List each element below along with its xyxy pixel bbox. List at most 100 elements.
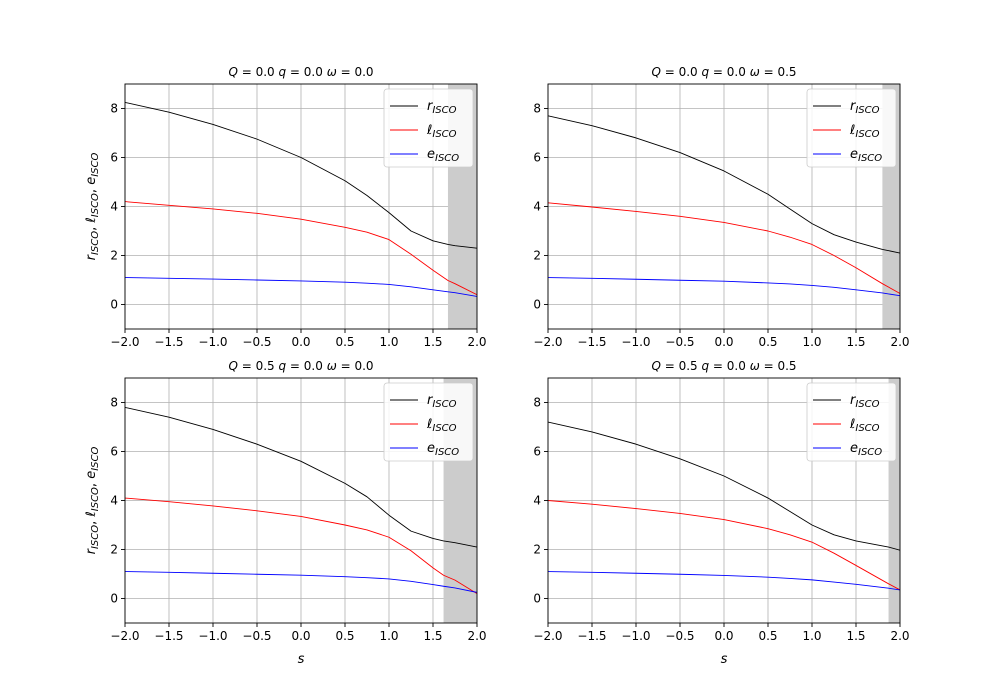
legend-entry: eISCO <box>427 441 459 458</box>
x-tick-label: 2.0 <box>890 629 909 643</box>
x-tick-label: −1.5 <box>154 335 183 349</box>
x-tick-label: 1.5 <box>846 335 865 349</box>
series-line-e-isco <box>125 277 477 297</box>
x-tick-label: 1.0 <box>379 335 398 349</box>
subplot-title: Q = 0.5 q = 0.0 ω = 0.5 <box>651 359 796 373</box>
x-axis-label: s <box>298 652 305 667</box>
excluded-region <box>888 378 900 623</box>
y-tick-label: 6 <box>110 151 118 165</box>
x-tick-label: −1.5 <box>577 629 606 643</box>
x-tick-label: 1.0 <box>802 629 821 643</box>
x-tick-label: 1.5 <box>423 335 442 349</box>
x-axis-label: s <box>721 652 728 667</box>
x-tick-label: 0.5 <box>335 335 354 349</box>
x-tick-label: −0.5 <box>242 629 271 643</box>
series-line-r-isco <box>125 101 477 249</box>
x-tick-label: −0.5 <box>665 335 694 349</box>
x-tick-label: 0.0 <box>291 629 310 643</box>
legend-box <box>806 88 897 168</box>
y-tick-label: 8 <box>533 102 541 116</box>
subplot-title: Q = 0.0 q = 0.0 ω = 0.0 <box>228 65 373 79</box>
series-line-r-isco <box>548 421 900 551</box>
series-line-r-isco <box>125 406 477 548</box>
x-tick-label: −1.0 <box>198 335 227 349</box>
legend-entry: rISCO <box>850 393 880 410</box>
series-line-l-isco <box>548 202 900 294</box>
x-tick-label: 0.0 <box>714 629 733 643</box>
x-tick-label: −0.5 <box>242 335 271 349</box>
subplot-4: −2.0 −1.5 −1.0 −0.5 0.0 0.5 1.0 1.5 2.0 0 2 4 6 8 Q = … <box>533 359 909 667</box>
x-tick-label: −1.0 <box>198 629 227 643</box>
legend-box <box>383 88 474 168</box>
legend: rISCO ℓISCO eISCO <box>806 88 897 168</box>
series-line-l-isco <box>125 497 477 594</box>
y-tick-label: 6 <box>533 445 541 459</box>
legend-entry: ℓISCO <box>426 123 457 140</box>
x-tick-label: 1.0 <box>379 629 398 643</box>
series-line-r-isco <box>548 115 900 254</box>
subplot-1: −2.0 −1.5 −1.0 −0.5 0.0 0.5 1.0 1.5 2.0 0 2 4 6 8 Q = … <box>84 65 487 349</box>
y-tick-label: 0 <box>110 592 118 606</box>
x-tick-label: 1.5 <box>423 629 442 643</box>
y-tick-label: 8 <box>110 396 118 410</box>
y-tick-label: 2 <box>110 249 118 263</box>
legend: rISCO ℓISCO eISCO <box>806 382 897 462</box>
x-tick-label: 2.0 <box>467 335 486 349</box>
x-tick-label: 1.0 <box>802 335 821 349</box>
subplot-3: −2.0 −1.5 −1.0 −0.5 0.0 0.5 1.0 1.5 2.0 0 2 4 6 8 Q = … <box>84 359 487 667</box>
subplot-title: Q = 0.0 q = 0.0 ω = 0.5 <box>651 65 796 79</box>
x-tick-label: 0.5 <box>335 629 354 643</box>
y-tick-label: 4 <box>533 200 541 214</box>
x-tick-label: −2.0 <box>110 629 139 643</box>
y-axis-label: rISCO, ℓISCO, eISCO <box>84 153 101 261</box>
y-tick-label: 4 <box>110 200 118 214</box>
legend-entry: rISCO <box>850 99 880 116</box>
x-tick-label: −2.0 <box>533 335 562 349</box>
y-tick-label: 0 <box>533 298 541 312</box>
series-line-l-isco <box>548 500 900 591</box>
x-tick-label: 0.0 <box>714 335 733 349</box>
series-line-l-isco <box>125 201 477 296</box>
series-line-e-isco <box>125 571 477 593</box>
legend-entry: ℓISCO <box>849 417 880 434</box>
y-tick-label: 4 <box>533 494 541 508</box>
x-tick-label: 2.0 <box>890 335 909 349</box>
x-tick-label: 2.0 <box>467 629 486 643</box>
legend-box <box>383 382 474 462</box>
legend-entry: eISCO <box>427 147 459 164</box>
legend: rISCO ℓISCO eISCO <box>383 88 474 168</box>
series-line-e-isco <box>548 571 900 591</box>
y-tick-label: 0 <box>110 298 118 312</box>
legend-entry: rISCO <box>427 393 457 410</box>
y-axis-label: rISCO, ℓISCO, eISCO <box>84 447 101 555</box>
y-tick-label: 8 <box>110 102 118 116</box>
x-tick-label: 0.5 <box>758 335 777 349</box>
subplot-2: −2.0 −1.5 −1.0 −0.5 0.0 0.5 1.0 1.5 2.0 0 2 4 6 8 Q = … <box>533 65 909 349</box>
x-tick-label: −1.5 <box>577 335 606 349</box>
x-tick-label: −1.5 <box>154 629 183 643</box>
legend: rISCO ℓISCO eISCO <box>383 382 474 462</box>
x-tick-label: −1.0 <box>621 335 650 349</box>
legend-entry: ℓISCO <box>849 123 880 140</box>
y-tick-label: 2 <box>533 543 541 557</box>
y-tick-label: 0 <box>533 592 541 606</box>
x-tick-label: 1.5 <box>846 629 865 643</box>
y-tick-label: 6 <box>533 151 541 165</box>
subplot-title: Q = 0.5 q = 0.0 ω = 0.0 <box>228 359 373 373</box>
x-tick-label: 0.5 <box>758 629 777 643</box>
series-line-e-isco <box>548 277 900 297</box>
legend-entry: ℓISCO <box>426 417 457 434</box>
y-tick-label: 6 <box>110 445 118 459</box>
y-tick-label: 2 <box>110 543 118 557</box>
legend-entry: eISCO <box>850 147 882 164</box>
x-tick-label: −2.0 <box>110 335 139 349</box>
legend-entry: eISCO <box>850 441 882 458</box>
x-tick-label: −2.0 <box>533 629 562 643</box>
x-tick-label: −0.5 <box>665 629 694 643</box>
legend-entry: rISCO <box>427 99 457 116</box>
y-tick-label: 8 <box>533 396 541 410</box>
x-tick-label: −1.0 <box>621 629 650 643</box>
y-tick-label: 4 <box>110 494 118 508</box>
legend-box <box>806 382 897 462</box>
